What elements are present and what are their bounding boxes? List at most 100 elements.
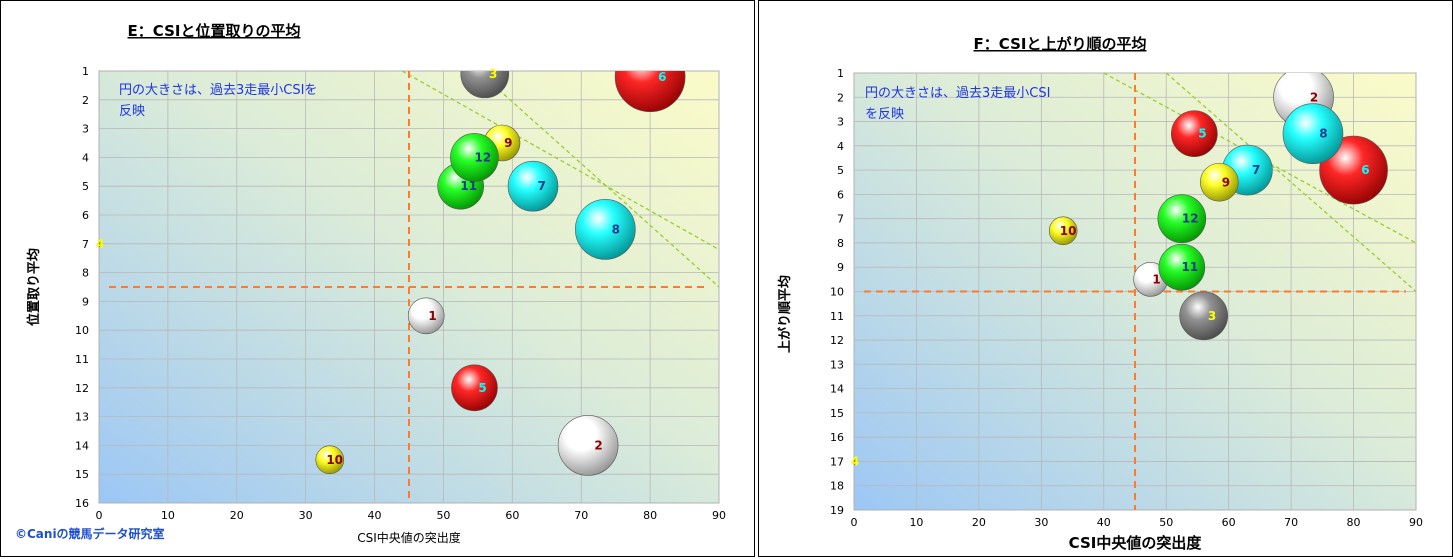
chart-e-svg: E：CSIと位置取りの平均 0 10 20 30 40 50 60 70 80 901234567… (15, 22, 726, 545)
bubble-8 (1282, 103, 1344, 164)
bubble-label-4: 4 (851, 454, 859, 468)
bubble-label-6: 6 (1361, 163, 1369, 177)
y-tick-label: 4 (837, 140, 844, 153)
y-tick-label: 3 (82, 123, 89, 136)
x-tick-label: 10 (909, 516, 923, 529)
chart-f-annotation-line2: を反映 (865, 107, 904, 122)
chart-f-annotation-line1: 円の大きさは、過去3走最小CSI (865, 86, 1050, 101)
chart-e-annotation-line2: 反映 (119, 104, 145, 119)
bubble-3 (460, 71, 510, 99)
x-tick-label: 20 (972, 516, 986, 529)
bubble-4 (99, 240, 103, 248)
bubble-5 (451, 364, 498, 412)
bubble-1 (407, 297, 445, 335)
bubble-label-5: 5 (478, 381, 486, 395)
y-tick-label: 14 (830, 383, 844, 396)
bubble-label-6: 6 (658, 70, 666, 84)
trend-line (1165, 72, 1417, 292)
y-tick-label: 15 (830, 407, 844, 420)
bubble-label-9: 9 (1222, 175, 1230, 189)
x-tick-label: 0 (851, 516, 858, 529)
y-tick-label: 3 (837, 116, 844, 129)
chart-e-ticks: 0 10 20 30 40 50 60 70 80 90123456789101112131415… (75, 65, 726, 522)
bubble-label-12: 12 (1182, 212, 1199, 226)
x-tick-label: 40 (368, 509, 382, 522)
chart-e-title: E：CSIと位置取りの平均 (128, 22, 301, 40)
x-tick-label: 50 (436, 509, 450, 522)
bubble-3 (1179, 291, 1228, 341)
y-tick-label: 4 (82, 151, 89, 164)
bubble-label-8: 8 (612, 222, 620, 236)
bubble-12 (1157, 194, 1207, 243)
y-tick-label: 9 (837, 261, 844, 274)
y-tick-label: 11 (830, 310, 844, 323)
bubble-label-5: 5 (1198, 127, 1206, 141)
y-tick-label: 7 (837, 213, 844, 226)
y-tick-label: 6 (82, 209, 89, 222)
y-tick-label: 13 (75, 411, 89, 424)
chart-f-ticks: 0 10 20 30 40 50 60 70 80 90123456789101112131415… (830, 67, 1423, 529)
bubble-9 (1199, 162, 1239, 202)
y-tick-label: 10 (830, 286, 844, 299)
bubble-label-1: 1 (428, 309, 436, 323)
chart-f-title: F：CSIと上がり順の平均 (974, 35, 1147, 53)
bubble-label-3: 3 (489, 67, 497, 81)
bubble-label-12: 12 (474, 150, 491, 164)
x-tick-label: 30 (1034, 516, 1048, 529)
bubble-10 (1048, 216, 1078, 246)
y-tick-label: 2 (837, 91, 844, 104)
chart-f-ylabel: 上がり順平均 (777, 275, 793, 353)
x-tick-label: 80 (643, 509, 657, 522)
trend-line (401, 70, 720, 251)
y-tick-label: 5 (837, 164, 844, 177)
bubble-10 (315, 445, 345, 475)
bubble-8 (575, 199, 636, 260)
y-tick-label: 1 (837, 67, 844, 80)
y-tick-label: 10 (75, 324, 89, 337)
bubble-5 (1171, 110, 1218, 157)
bubble-label-10: 10 (1060, 224, 1077, 238)
x-tick-label: 70 (1284, 516, 1298, 529)
bubble-label-11: 11 (460, 179, 477, 193)
bubble-6 (1319, 135, 1388, 205)
x-tick-label: 60 (505, 509, 519, 522)
y-tick-label: 12 (75, 382, 89, 395)
chart-f-svg: F：CSIと上がり順の平均 0 10 20 30 40 50 60 70 80 901234567… (777, 35, 1423, 552)
chart-panel-f: F：CSIと上がり順の平均 0 10 20 30 40 50 60 70 80 90 1 2 3 4 5 6 7… (758, 0, 1453, 557)
x-tick-label: 50 (1159, 516, 1173, 529)
y-tick-label: 18 (830, 480, 844, 493)
copyright-text: ©Caniの競馬データ研究室 (15, 526, 165, 541)
bubble-7 (507, 160, 559, 212)
x-tick-label: 30 (299, 509, 313, 522)
bubble-label-2: 2 (1310, 90, 1318, 104)
bubble-6 (614, 71, 686, 113)
x-tick-label: 10 (161, 509, 175, 522)
y-tick-label: 13 (830, 358, 844, 371)
bubble-label-3: 3 (1208, 309, 1216, 323)
chart-e-xlabel: CSI中央値の突出度 (357, 530, 461, 545)
bubble-label-7: 7 (538, 179, 546, 193)
bubble-11 (1158, 243, 1206, 291)
x-tick-label: 0 (96, 509, 103, 522)
y-tick-label: 17 (830, 455, 844, 468)
y-tick-label: 6 (837, 188, 844, 201)
y-tick-label: 8 (837, 237, 844, 250)
y-tick-label: 8 (82, 267, 89, 280)
y-tick-label: 5 (82, 180, 89, 193)
y-tick-label: 2 (82, 94, 89, 107)
y-tick-label: 9 (82, 295, 89, 308)
y-tick-label: 14 (75, 439, 89, 452)
bubble-label-7: 7 (1252, 163, 1260, 177)
x-tick-label: 90 (1409, 516, 1423, 529)
y-tick-label: 12 (830, 334, 844, 347)
chart-panel-e: E：CSIと位置取りの平均 0 10 20 30 40 50 60 70 80 90 1 2 3 4 5 6 7… (0, 0, 755, 557)
x-tick-label: 20 (230, 509, 244, 522)
bubble-label-8: 8 (1319, 127, 1327, 141)
y-tick-label: 1 (82, 65, 89, 78)
y-tick-label: 16 (830, 431, 844, 444)
x-tick-label: 80 (1347, 516, 1361, 529)
x-tick-label: 70 (574, 509, 588, 522)
bubble-label-10: 10 (326, 453, 343, 467)
bubble-label-9: 9 (504, 136, 512, 150)
